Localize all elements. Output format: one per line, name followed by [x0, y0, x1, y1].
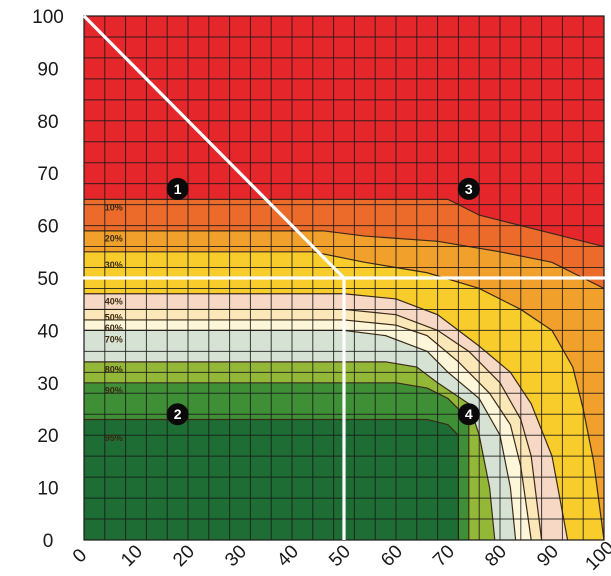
y-tick-label: 20 — [37, 426, 58, 447]
x-tick-label: 20 — [169, 541, 199, 571]
x-tick-label: 90 — [533, 541, 563, 571]
band-label: 60% — [105, 323, 123, 333]
y-tick-label: 100 — [32, 7, 64, 28]
y-tick-label: 40 — [37, 321, 58, 342]
y-tick-label: 60 — [37, 217, 58, 238]
x-tick-label: 40 — [273, 541, 303, 571]
zone-marker-circle — [166, 177, 189, 200]
x-tick-label: 100 — [581, 537, 611, 574]
zone-marker-number: 2 — [174, 406, 182, 422]
y-tick-label: 70 — [37, 164, 58, 185]
divider-diagonal — [82, 14, 346, 280]
band-label: 70% — [105, 334, 123, 344]
zone-marker-circle — [166, 403, 189, 426]
band-label: 50% — [105, 312, 123, 322]
x-tick-label: 50 — [325, 541, 355, 571]
y-tick-label: 50 — [37, 269, 58, 290]
zone-marker-number: 4 — [465, 406, 473, 422]
x-tick-label: 30 — [221, 541, 251, 571]
y-tick-label: 90 — [37, 59, 58, 80]
band-label: 40% — [105, 297, 123, 307]
zone-marker-4: 4 — [457, 403, 480, 426]
y-tick-label: 10 — [37, 479, 58, 500]
zone-marker-circle — [457, 177, 480, 200]
zone-marker-circle — [457, 403, 480, 426]
zone-marker-2: 2 — [166, 403, 189, 426]
band-label: 20% — [105, 234, 123, 244]
x-tick-label: 70 — [429, 541, 459, 571]
zone-markers: 1 2 3 4 — [166, 177, 480, 426]
zone-marker-1: 1 — [166, 177, 189, 200]
zone-marker-number: 1 — [174, 181, 182, 197]
y-tick-label: 80 — [37, 112, 58, 133]
x-tick-label: 0 — [69, 545, 91, 567]
y-tick-label: 30 — [37, 374, 58, 395]
x-tick-label: 80 — [481, 541, 511, 571]
x-tick-label: 60 — [377, 541, 407, 571]
band-label: 95% — [105, 433, 123, 443]
band-label: 10% — [105, 202, 123, 212]
divider-lines — [78, 14, 611, 540]
zone-marker-number: 3 — [465, 181, 473, 197]
band-label: 90% — [105, 386, 123, 396]
y-axis-ticks: 0 10 20 30 40 50 60 70 80 90 100 — [32, 7, 64, 552]
x-axis-ticks: 0 10 20 30 40 50 60 70 80 90 100 — [69, 537, 611, 574]
band-labels: 10% 20% 30% 40% 50%60%70% 80% 90% 95% — [105, 202, 123, 443]
band-label: 80% — [105, 365, 123, 375]
y-tick-label: 0 — [43, 531, 54, 552]
band-label: 30% — [105, 260, 123, 270]
zone-marker-3: 3 — [457, 177, 480, 200]
x-tick-label: 10 — [117, 541, 147, 571]
